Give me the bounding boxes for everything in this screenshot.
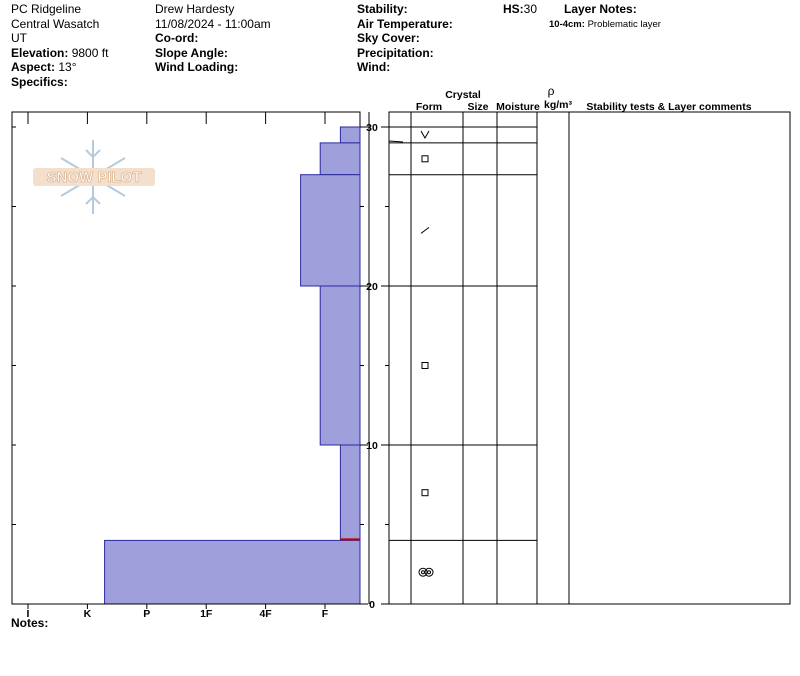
x-tick-label: I: [27, 608, 30, 620]
stability-label: Stability:: [357, 2, 408, 16]
hardness-axis: I K P 1F 4F F: [27, 604, 329, 620]
specifics-label: Specifics:: [11, 74, 68, 89]
elevation-row: Elevation: 9800 ft: [11, 46, 108, 61]
specifics-row: Specifics:: [11, 75, 108, 90]
layer-bar: [319, 285, 361, 446]
crystal-header: Crystal: [445, 89, 481, 101]
x-tick-label: 4F: [259, 608, 272, 620]
observer-info: Drew Hardesty 11/08/2024 - 11:00am Co-or…: [155, 2, 271, 75]
layer-bar: [300, 174, 361, 287]
site-info: PC Ridgeline Central Wasatch UT Elevatio…: [11, 2, 108, 89]
hs-info: HS:30: [503, 2, 537, 17]
left-tick-marks: [12, 126, 16, 605]
stability-row: Stability:: [357, 2, 453, 17]
elevation-value: 9800 ft: [71, 45, 109, 60]
site-state: UT: [11, 31, 27, 45]
slash-icon: [420, 226, 430, 234]
elevation-label: Elevation:: [11, 45, 69, 60]
precip-row: Precipitation:: [357, 46, 453, 61]
layer-notes-info: Layer Notes:: [564, 2, 637, 17]
coord-row: Co-ord:: [155, 31, 271, 46]
wind-loading-row: Wind Loading:: [155, 60, 271, 75]
comments-header: Stability tests & Layer comments: [586, 101, 751, 113]
hs-label: HS:: [503, 2, 524, 16]
ring-icon: [424, 567, 434, 577]
layer-connector: [388, 140, 404, 143]
crystal-form-square-icon: [421, 362, 429, 369]
air-temp-row: Air Temperature:: [357, 17, 453, 32]
layer-bar: [104, 539, 361, 605]
wind-label: Wind:: [357, 60, 391, 74]
depth-tick-label: 0: [369, 599, 375, 611]
air-temp-label: Air Temperature:: [357, 16, 453, 31]
logo-text: SNOW PILOT: [47, 169, 142, 186]
top-tick-marks: [27, 112, 326, 124]
rho-header: ρ: [548, 84, 555, 98]
wind-row: Wind:: [357, 60, 453, 75]
aspect-row: Aspect: 13°: [11, 60, 108, 75]
layer-note-entry: 10-4cm: Problematic layer: [549, 18, 661, 33]
density-header: kg/m³: [544, 99, 573, 111]
x-tick-label: K: [84, 608, 92, 620]
layer-note-text: Problematic layer: [587, 19, 661, 30]
moisture-header: Moisture: [496, 101, 540, 113]
hs-value: 30: [523, 2, 538, 16]
aspect-value: 13°: [58, 60, 77, 74]
notes-label: Notes:: [11, 616, 49, 630]
square-icon: [421, 489, 429, 497]
slope-label: Slope Angle:: [155, 45, 228, 60]
ring-icon: [427, 570, 431, 575]
x-tick-label: P: [143, 608, 150, 620]
vee-icon: [420, 130, 430, 139]
crystal-form-vee-icon: [420, 130, 430, 139]
crystal-form-ring-icon: [418, 567, 434, 577]
site-name: PC Ridgeline: [11, 2, 82, 16]
crystal-form-square-icon: [421, 489, 429, 497]
logo-banner: [33, 168, 155, 186]
observation-datetime: 11/08/2024 - 11:00am: [155, 16, 271, 31]
size-header: Size: [467, 101, 488, 113]
precip-label: Precipitation:: [357, 45, 434, 60]
form-header: Form: [416, 101, 442, 113]
conditions-info: Stability: Air Temperature: Sky Cover: P…: [357, 2, 453, 75]
snowpilot-logo: SNOW PILOT: [33, 140, 155, 214]
crystal-form-slash-icon: [420, 226, 430, 234]
x-tick-label: F: [322, 608, 329, 620]
ring-icon: [421, 570, 425, 575]
layer-table-frame: [388, 111, 791, 605]
layer-note-range: 10-4cm:: [549, 19, 585, 30]
square-icon: [421, 362, 429, 369]
square-icon: [421, 155, 429, 163]
slope-row: Slope Angle:: [155, 46, 271, 61]
crystal-form-square-icon: [421, 155, 429, 163]
depth-tick-label: 20: [366, 281, 378, 293]
hardness-layers: [104, 126, 361, 605]
site-range: Central Wasatch: [11, 16, 100, 31]
layer-table-rows: [388, 126, 537, 577]
sky-row: Sky Cover:: [357, 31, 453, 46]
observer-name: Drew Hardesty: [155, 2, 235, 16]
depth-tick-label: 10: [366, 440, 378, 452]
wind-loading-label: Wind Loading:: [155, 60, 239, 74]
layer-notes-label: Layer Notes:: [564, 2, 637, 16]
layer-bar: [319, 142, 361, 176]
aspect-label: Aspect:: [11, 60, 56, 74]
x-tick-label: 1F: [200, 608, 213, 620]
layer-bar: [339, 444, 361, 541]
coord-label: Co-ord:: [155, 31, 199, 45]
layer-bar: [339, 126, 361, 144]
depth-axis: 0 10 20 30: [360, 122, 389, 611]
depth-tick-label: 30: [366, 122, 378, 134]
sky-label: Sky Cover:: [357, 31, 420, 45]
